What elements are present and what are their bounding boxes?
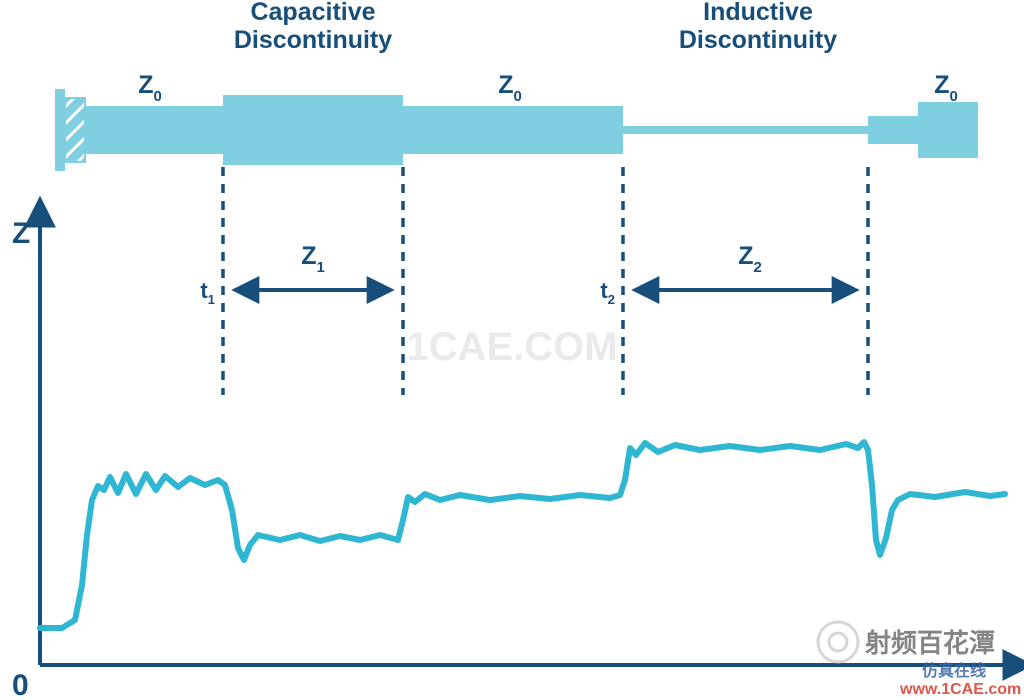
label-t1: t1 — [200, 278, 215, 307]
label-z0-right: Z0 — [934, 71, 958, 105]
segment-end — [918, 102, 978, 158]
label-z0-mid: Z0 — [498, 71, 522, 105]
segment-z2 — [623, 126, 868, 134]
segment-z0-mid — [403, 106, 623, 154]
tdr-diagram: CapacitiveDiscontinuity InductiveDisconti… — [0, 0, 1024, 700]
segment-z1 — [223, 95, 403, 165]
label-z2: Z2 — [738, 242, 762, 276]
segment-z0-left — [85, 106, 223, 154]
title-inductive: InductiveDiscontinuity — [679, 0, 837, 54]
label-t2: t2 — [600, 278, 615, 307]
segment-z0-right — [868, 116, 918, 144]
label-z1: Z1 — [301, 242, 325, 276]
origin-label: 0 — [12, 669, 29, 700]
y-axis-label: Z — [12, 217, 30, 250]
watermark-link: www.1CAE.com — [899, 681, 1021, 698]
title-capacitive: CapacitiveDiscontinuity — [234, 0, 392, 54]
watermark-cn: 射频百花潭 — [864, 628, 995, 658]
connector-hatched — [65, 98, 85, 162]
impedance-trace — [40, 442, 1005, 628]
watermark-center: 1CAE.COM — [406, 325, 617, 369]
watermark-sub: 仿真在线 — [922, 661, 986, 680]
watermark-corner: 射频百花潭仿真在线www.1CAE.com — [818, 622, 1021, 698]
label-z0-left: Z0 — [138, 71, 162, 105]
